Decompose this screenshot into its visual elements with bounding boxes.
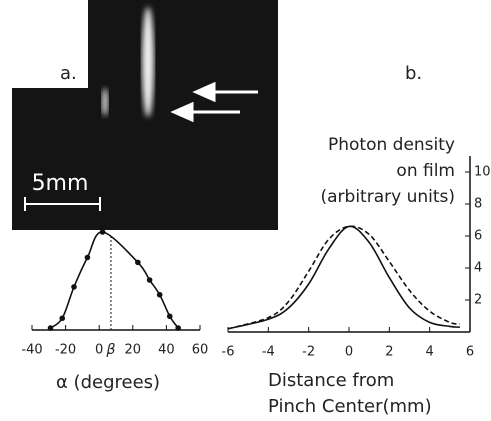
- point: [84, 254, 91, 261]
- y-axis-label: on film: [396, 161, 455, 181]
- photo: [12, 0, 278, 230]
- x-tick-label: -20: [55, 343, 76, 358]
- x-tick-label: -6: [222, 345, 235, 360]
- x-tick-label: 4: [426, 345, 434, 360]
- y-axis-label: Photon density: [328, 135, 455, 155]
- y-tick-label: 4: [474, 261, 482, 276]
- x-tick-label: 40: [158, 343, 175, 358]
- y-tick-label: 10: [474, 165, 491, 180]
- x-tick-label: -4: [262, 345, 275, 360]
- y-tick-label: 8: [474, 197, 482, 212]
- point: [59, 315, 66, 322]
- x-tick-label: 2: [385, 345, 393, 360]
- point: [71, 284, 77, 290]
- point: [99, 229, 106, 235]
- scale-bar: [24, 197, 101, 211]
- x-axis-label: Pinch Center(mm): [268, 396, 432, 417]
- scale-label: 5mm: [32, 171, 89, 196]
- point: [146, 277, 153, 283]
- x-axis-label: Distance from: [268, 370, 394, 391]
- x-tick-label: -2: [302, 345, 315, 360]
- point: [166, 313, 173, 320]
- y-axis-label: (arbitrary units): [320, 187, 455, 207]
- x-tick-label: 6: [466, 345, 474, 360]
- x-tick-label: 60: [192, 343, 209, 358]
- curve: [49, 231, 179, 329]
- curve: [227, 225, 461, 330]
- y-tick-label: 6: [474, 229, 482, 244]
- x-tick-label: 0: [95, 343, 103, 358]
- streak: [102, 88, 108, 116]
- panel-label: a.: [60, 63, 77, 84]
- y-tick-label: 2: [474, 293, 482, 308]
- x-tick-label: 20: [125, 343, 142, 358]
- arrows: [170, 81, 258, 123]
- point: [47, 325, 54, 331]
- x-tick-label: 0: [345, 345, 353, 360]
- panel-label: b.: [405, 63, 422, 84]
- x-tick-label: -40: [21, 343, 42, 358]
- streak: [142, 7, 154, 117]
- x-axis-label: α (degrees): [56, 372, 160, 393]
- point: [135, 259, 141, 266]
- curve: [227, 225, 460, 330]
- point: [175, 325, 181, 331]
- beta-label: β: [105, 342, 115, 358]
- point: [156, 291, 163, 298]
